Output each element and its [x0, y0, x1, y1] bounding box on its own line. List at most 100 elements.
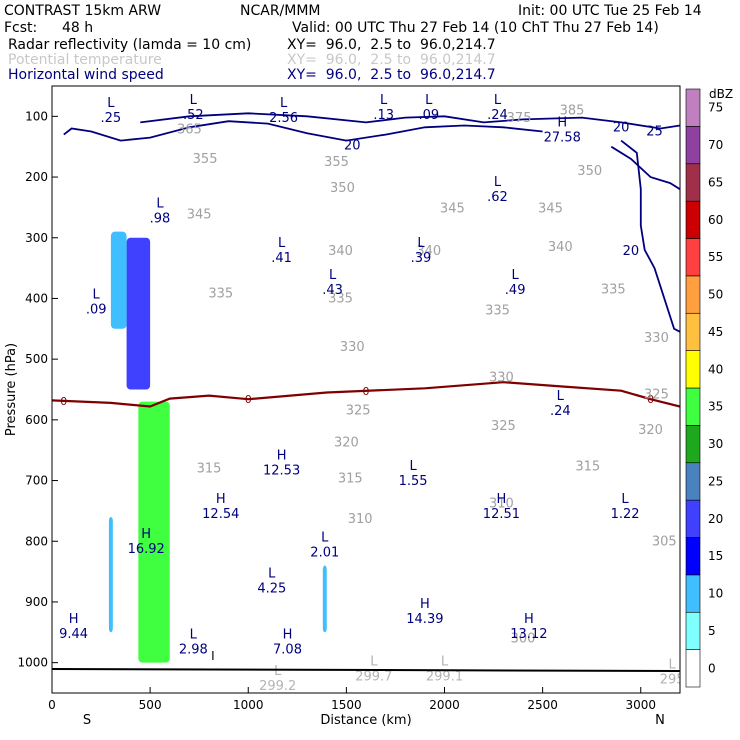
extremum-marker: L: [190, 627, 198, 642]
theta-contour-label: 330: [340, 340, 365, 355]
extremum-marker: L: [621, 492, 629, 507]
terrain-line: I: [52, 649, 680, 672]
theta-contour-label: 300: [511, 631, 536, 646]
field-xy-theta: XY= 96.0, 2.5 to 96.0,214.7: [287, 52, 496, 68]
y-tick-label: 800: [25, 534, 48, 548]
reflectivity-patch: [108, 516, 113, 633]
theta-contour-label: 385: [560, 103, 585, 118]
colorbar-swatch: [685, 275, 701, 314]
extremum-marker: H: [216, 492, 226, 507]
extremum-marker: H: [497, 492, 507, 507]
extremum-marker: L: [557, 389, 565, 404]
colorbar-swatch: [685, 200, 701, 239]
colorbar-label: 45: [708, 325, 723, 339]
extremum-value: 2.98: [179, 642, 208, 657]
extremum-value: 13.12: [510, 627, 547, 642]
theta-contour-label: 305: [652, 534, 677, 549]
colorbar-label: 20: [708, 512, 723, 526]
colorbar-label: 15: [708, 549, 723, 563]
extremum-value: 299.1: [426, 670, 463, 685]
extremum-value: 12.53: [263, 463, 300, 478]
init-time: Init: 00 UTC Tue 25 Feb 14: [518, 3, 702, 19]
x-tick-label: 1500: [331, 698, 362, 712]
extremum-marker: L: [441, 655, 449, 670]
wind-contour-label: 20: [344, 138, 361, 153]
colorbar-swatch: [685, 537, 701, 576]
colorbar-swatch: [685, 611, 701, 650]
extremum-marker: H: [524, 612, 534, 627]
theta-contour-label: 325: [644, 387, 669, 402]
extremum-marker: H: [283, 627, 293, 642]
colorbar-unit: dBZ: [709, 87, 733, 101]
theta-contour-label: 340: [416, 244, 441, 259]
colorbar-swatch: [685, 425, 701, 464]
theta-contour-label: 335: [208, 287, 233, 302]
extremum-value: 12.51: [483, 507, 520, 522]
colorbar-label: 70: [708, 138, 723, 152]
extremum-value: 12.54: [202, 507, 239, 522]
colorbar-swatch: [685, 88, 701, 127]
y-tick-label: 400: [25, 291, 48, 305]
theta-contour-label: 310: [489, 497, 514, 512]
field-name-reflectivity: Radar reflectivity (lamda = 10 cm): [8, 37, 252, 53]
colorbar-swatch: [685, 649, 701, 688]
reflectivity-patch: [322, 565, 327, 633]
chart-header: CONTRAST 15km ARW NCAR/MMM Init: 00 UTC …: [0, 0, 740, 86]
extremum-value: .43: [322, 283, 343, 298]
extremum-value: .24: [550, 404, 571, 419]
org-label: NCAR/MMM: [240, 3, 321, 19]
reflectivity-patch: [138, 401, 170, 663]
x-axis-title: Distance (km): [320, 713, 411, 728]
extremum-value: 4.25: [257, 582, 286, 597]
extremum-value: 2.01: [310, 545, 339, 560]
extremum-value: .24: [487, 108, 508, 123]
extremum-marker: L: [280, 96, 288, 111]
extremum-marker: L: [380, 93, 388, 108]
colorbar-swatch: [685, 499, 701, 538]
theta-contour-label: 345: [440, 202, 465, 217]
axes: 0 500 1000 1500 2000 2500 30001002003004005006…: [4, 109, 665, 728]
extremum-marker: L: [93, 287, 101, 302]
y-tick-label: 200: [25, 170, 48, 184]
theta-contour-label: 375: [507, 111, 532, 126]
valid-time: Valid: 00 UTC Thu 27 Feb 14 (10 ChT Thu …: [292, 20, 659, 36]
wind-contour-line: [620, 139, 680, 333]
colorbar-swatch: [685, 574, 701, 613]
extremum-marker: L: [417, 236, 425, 251]
forecast-label: Fcst:: [4, 20, 38, 36]
field-xy-wind: XY= 96.0, 2.5 to 96.0,214.7: [287, 67, 496, 83]
theta-contour-label: 340: [328, 244, 353, 259]
zero-contour-label: 0: [60, 395, 67, 408]
x-endpoint-right: N: [655, 713, 665, 728]
extremum-marker: H: [69, 612, 79, 627]
colorbar-label: 30: [708, 437, 723, 451]
model-title: CONTRAST 15km ARW: [4, 3, 162, 19]
colorbar-swatch: [685, 238, 701, 277]
extremum-value: .09: [418, 108, 439, 123]
theta-contour-label: 315: [197, 461, 222, 476]
theta-contour-label: 350: [577, 164, 602, 179]
colorbar-swatch: [685, 350, 701, 389]
y-tick-label: 700: [25, 474, 48, 488]
colorbar-label: 25: [708, 474, 723, 488]
extremum-value: 299.2: [259, 679, 296, 694]
extremum-value: 1.55: [399, 474, 428, 489]
theta-contour-label: 310: [348, 512, 373, 527]
y-axis-title: Pressure (hPa): [4, 343, 19, 436]
extremum-value: 16.92: [128, 542, 165, 557]
colorbar-swatch: [685, 163, 701, 202]
extremum-marker: L: [156, 196, 164, 211]
y-tick-label: 600: [25, 413, 48, 427]
y-tick-label: 300: [25, 231, 48, 245]
y-tick-label: 100: [25, 109, 48, 123]
colorbar-swatch: [685, 126, 701, 165]
extremum-value: 2.56: [269, 111, 298, 126]
colorbar-label: 10: [708, 587, 723, 601]
extremum-marker: H: [557, 116, 567, 131]
extremum-value: .25: [101, 111, 122, 126]
theta-contour-label: 320: [334, 435, 359, 450]
colorbar-label: 40: [708, 362, 723, 376]
extremum-value: 7.08: [273, 642, 302, 657]
extremum-marker: L: [512, 268, 520, 283]
